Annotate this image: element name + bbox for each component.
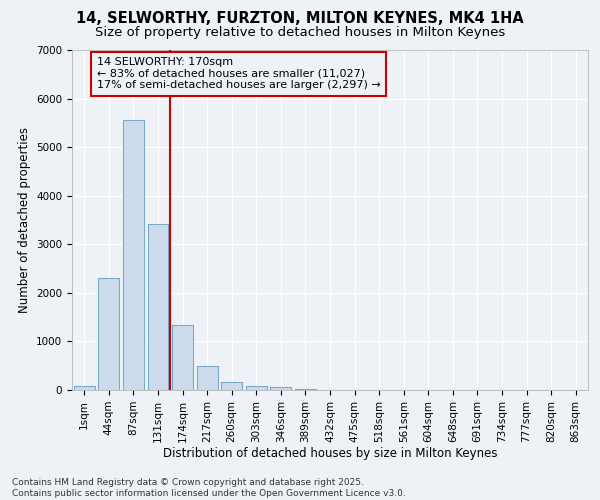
Bar — [221, 382, 242, 390]
Text: Size of property relative to detached houses in Milton Keynes: Size of property relative to detached ho… — [95, 26, 505, 39]
Text: 14, SELWORTHY, FURZTON, MILTON KEYNES, MK4 1HA: 14, SELWORTHY, FURZTON, MILTON KEYNES, M… — [76, 11, 524, 26]
Y-axis label: Number of detached properties: Number of detached properties — [17, 127, 31, 313]
Bar — [74, 386, 95, 390]
Bar — [295, 388, 316, 390]
Bar — [271, 387, 292, 390]
Text: 14 SELWORTHY: 170sqm
← 83% of detached houses are smaller (11,027)
17% of semi-d: 14 SELWORTHY: 170sqm ← 83% of detached h… — [97, 58, 380, 90]
X-axis label: Distribution of detached houses by size in Milton Keynes: Distribution of detached houses by size … — [163, 448, 497, 460]
Text: Contains HM Land Registry data © Crown copyright and database right 2025.
Contai: Contains HM Land Registry data © Crown c… — [12, 478, 406, 498]
Bar — [123, 120, 144, 390]
Bar — [246, 386, 267, 390]
Bar — [172, 326, 193, 390]
Bar — [98, 278, 119, 390]
Bar — [148, 224, 169, 390]
Bar — [197, 366, 218, 390]
